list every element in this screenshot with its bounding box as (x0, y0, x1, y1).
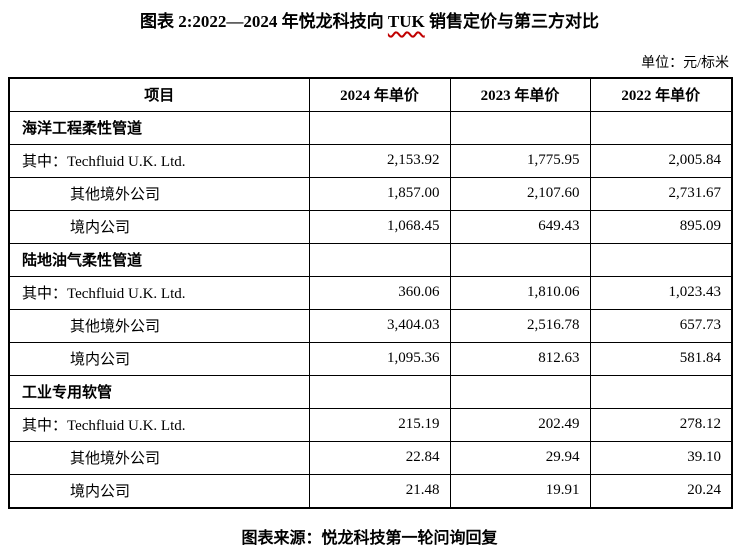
row-label: 境内公司 (8, 473, 310, 509)
table-row: 境内公司 1,095.36 812.63 581.84 (8, 341, 733, 376)
cell-2024: 21.48 (308, 473, 451, 509)
cell-2023 (449, 374, 591, 409)
cell-2023 (449, 242, 591, 277)
cell-2024 (308, 374, 451, 409)
cell-2023: 649.43 (449, 209, 591, 244)
cell-2024: 1,857.00 (308, 176, 451, 211)
table-row: 其中：Techfluid U.K. Ltd. 360.06 1,810.06 1… (8, 275, 733, 310)
chart-title-suffix: 销售定价与第三方对比 (424, 12, 599, 31)
section-label: 海洋工程柔性管道 (8, 110, 310, 145)
section-row-land-pipeline: 陆地油气柔性管道 (8, 242, 733, 277)
cell-2024: 22.84 (308, 440, 451, 475)
cell-2023: 2,516.78 (449, 308, 591, 343)
section-label: 陆地油气柔性管道 (8, 242, 310, 277)
row-label: 其中：Techfluid U.K. Ltd. (8, 407, 310, 442)
cell-2023: 2,107.60 (449, 176, 591, 211)
row-label: 境内公司 (8, 209, 310, 244)
chart-title-tuk-spellcheck: TUK (387, 12, 425, 31)
cell-2024: 1,095.36 (308, 341, 451, 376)
cell-2022: 1,023.43 (589, 275, 733, 310)
cell-2022: 2,731.67 (589, 176, 733, 211)
cell-2022: 657.73 (589, 308, 733, 343)
source-label: 图表来源：悦龙科技第一轮问询回复 (241, 529, 498, 547)
row-label: 其中：Techfluid U.K. Ltd. (8, 143, 310, 178)
cell-2022: 39.10 (589, 440, 733, 475)
table-row: 其他境外公司 1,857.00 2,107.60 2,731.67 (8, 176, 733, 211)
cell-2023: 812.63 (449, 341, 591, 376)
table-row: 境内公司 21.48 19.91 20.24 (8, 473, 733, 509)
row-label: 其他境外公司 (8, 440, 310, 475)
table-row: 其中：Techfluid U.K. Ltd. 2,153.92 1,775.95… (8, 143, 733, 178)
cell-2024: 3,404.03 (308, 308, 451, 343)
cell-2023 (449, 110, 591, 145)
cell-2023: 29.94 (449, 440, 591, 475)
section-row-industrial-hose: 工业专用软管 (8, 374, 733, 409)
unit-label: 单位：元/标米 (641, 55, 729, 71)
table-row: 其他境外公司 3,404.03 2,516.78 657.73 (8, 308, 733, 343)
cell-2022: 20.24 (589, 473, 733, 509)
cell-2023: 19.91 (449, 473, 591, 509)
cell-2022: 278.12 (589, 407, 733, 442)
column-header-item: 项目 (8, 77, 310, 112)
cell-2022 (589, 242, 733, 277)
cell-2024: 360.06 (308, 275, 451, 310)
row-label: 境内公司 (8, 341, 310, 376)
cell-2023: 202.49 (449, 407, 591, 442)
column-header-2022-price: 2022 年单价 (589, 77, 733, 112)
cell-2024: 2,153.92 (308, 143, 451, 178)
cell-2024: 215.19 (308, 407, 451, 442)
chart-title: 图表 2:2022—2024 年悦龙科技向 TUK 销售定价与第三方对比 (0, 0, 739, 35)
cell-2022 (589, 110, 733, 145)
row-label: 其他境外公司 (8, 308, 310, 343)
cell-2022: 581.84 (589, 341, 733, 376)
section-row-marine-pipeline: 海洋工程柔性管道 (8, 110, 733, 145)
cell-2023: 1,810.06 (449, 275, 591, 310)
cell-2024 (308, 110, 451, 145)
chart-title-prefix: 图表 2:2022—2024 年悦龙科技向 (139, 12, 388, 31)
section-label: 工业专用软管 (8, 374, 310, 409)
pricing-comparison-table: 项目 2024 年单价 2023 年单价 2022 年单价 海洋工程柔性管道 其… (8, 76, 733, 509)
cell-2022: 2,005.84 (589, 143, 733, 178)
row-label: 其他境外公司 (8, 176, 310, 211)
cell-2024: 1,068.45 (308, 209, 451, 244)
table-header-row: 项目 2024 年单价 2023 年单价 2022 年单价 (8, 77, 733, 112)
cell-2022 (589, 374, 733, 409)
table-row: 其中：Techfluid U.K. Ltd. 215.19 202.49 278… (8, 407, 733, 442)
cell-2024 (308, 242, 451, 277)
column-header-2023-price: 2023 年单价 (449, 77, 591, 112)
cell-2022: 895.09 (589, 209, 733, 244)
row-label: 其中：Techfluid U.K. Ltd. (8, 275, 310, 310)
table-row: 其他境外公司 22.84 29.94 39.10 (8, 440, 733, 475)
column-header-2024-price: 2024 年单价 (308, 77, 451, 112)
table-row: 境内公司 1,068.45 649.43 895.09 (8, 209, 733, 244)
cell-2023: 1,775.95 (449, 143, 591, 178)
